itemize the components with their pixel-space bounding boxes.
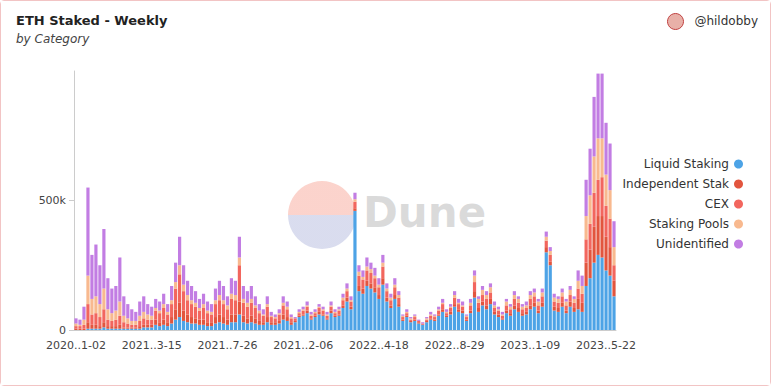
- svg-text:2021..3-15: 2021..3-15: [122, 339, 182, 352]
- svg-text:by Category: by Category: [16, 32, 90, 46]
- svg-text:2022..4-18: 2022..4-18: [349, 339, 409, 352]
- svg-text:Unidentified: Unidentified: [656, 237, 729, 251]
- svg-text:2020..1-02: 2020..1-02: [46, 339, 106, 352]
- svg-text:Independent Stak: Independent Stak: [623, 177, 730, 191]
- svg-text:Staking Pools: Staking Pools: [649, 217, 729, 231]
- svg-text:0: 0: [59, 324, 66, 337]
- svg-text:CEX: CEX: [705, 197, 729, 211]
- svg-text:ETH Staked - Weekly: ETH Staked - Weekly: [16, 13, 168, 28]
- svg-text:@hildobby: @hildobby: [694, 14, 758, 28]
- svg-text:2023..1-09: 2023..1-09: [500, 339, 560, 352]
- svg-text:2022..8-29: 2022..8-29: [425, 339, 485, 352]
- svg-text:2021..2-06: 2021..2-06: [273, 339, 333, 352]
- svg-text:Dune: Dune: [363, 188, 486, 237]
- svg-text:500k: 500k: [39, 194, 67, 207]
- svg-text:Liquid Staking: Liquid Staking: [644, 157, 729, 171]
- svg-text:2023..5-22: 2023..5-22: [576, 339, 636, 352]
- svg-text:2021..7-26: 2021..7-26: [197, 339, 257, 352]
